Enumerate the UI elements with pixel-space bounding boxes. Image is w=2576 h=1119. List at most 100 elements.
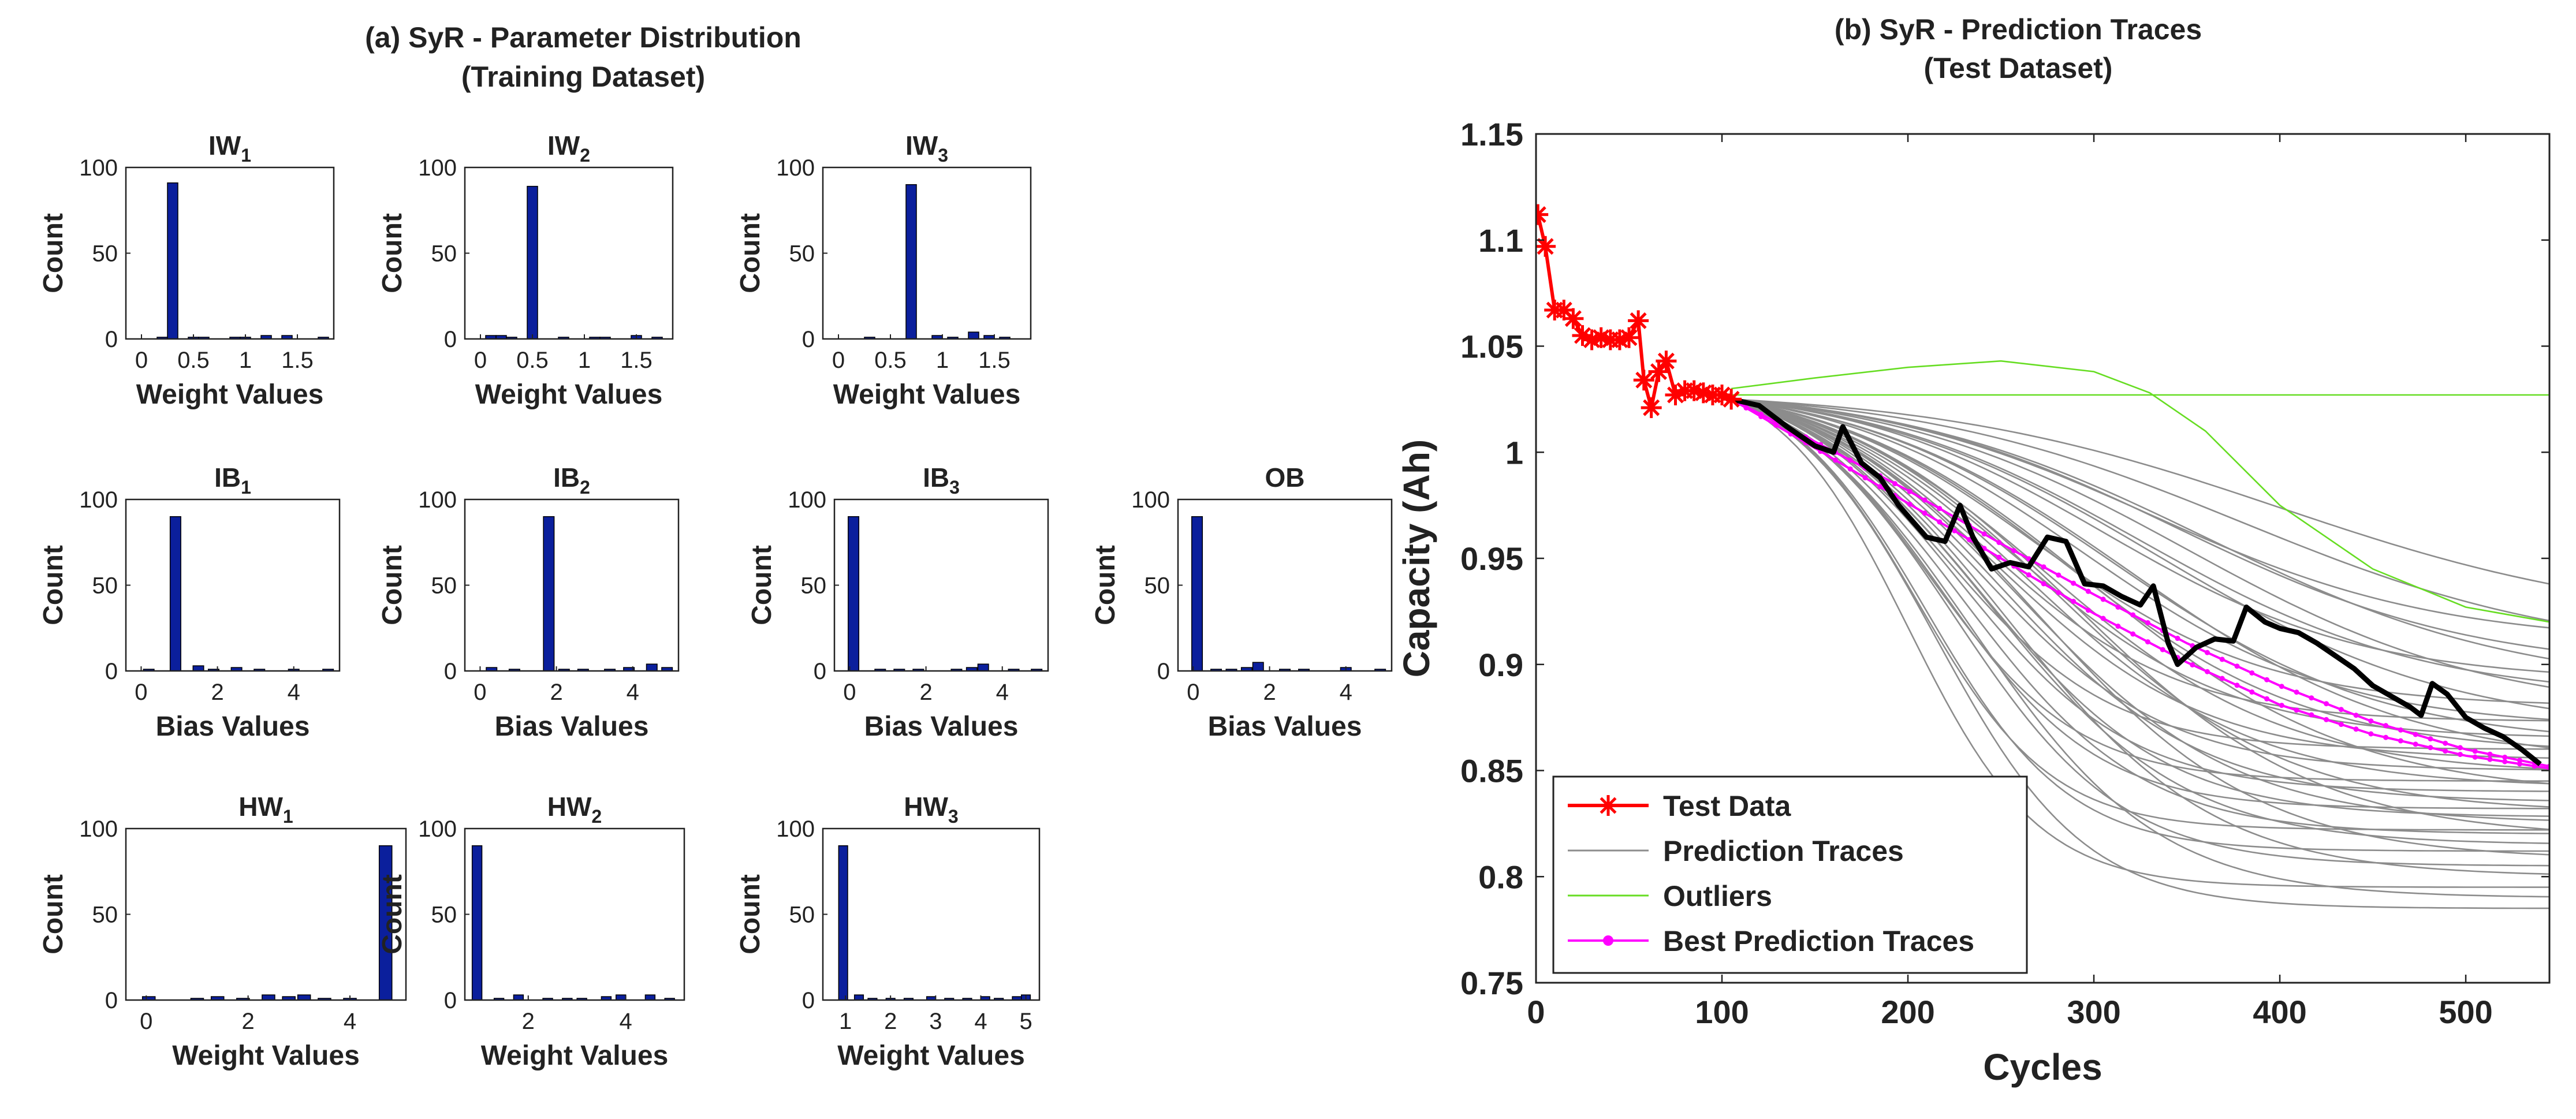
bar-IB1: [192, 665, 204, 672]
best-prediction-marker: [2204, 669, 2210, 674]
bar-HW3: [838, 845, 848, 1001]
subplot-title-IW3: IW3: [905, 130, 948, 166]
x-tick-label-HW2: 2: [522, 1009, 535, 1034]
x-axis-label-HW2: Weight Values: [481, 1040, 669, 1071]
best-prediction-marker: [1966, 537, 1972, 543]
prediction-trace: [1731, 398, 2549, 737]
subplot-title-subscript: 3: [949, 477, 960, 498]
subplot-title-subscript: 3: [938, 145, 948, 166]
y-axis-label-IB2: Count: [377, 545, 408, 625]
trace-y-axis-label: Capacity (Ah): [1396, 439, 1437, 678]
best-prediction-marker: [1907, 488, 1913, 494]
best-prediction-marker: [2249, 689, 2255, 695]
trace-y-tick-label: 1: [1505, 434, 1523, 471]
x-tick-label-OB: 4: [1340, 680, 1352, 705]
x-tick-label-IB3: 0: [843, 680, 856, 705]
y-tick-label-IB1: 100: [79, 487, 118, 513]
left-title-line2: (Training Dataset): [461, 61, 705, 93]
best-prediction-marker: [2175, 636, 2180, 641]
trace-y-tick-label: 0.8: [1478, 859, 1523, 895]
best-prediction-marker: [2457, 752, 2463, 758]
test-data-marker-stroke: [1574, 327, 1591, 344]
best-prediction-marker: [2145, 639, 2150, 645]
prediction-trace: [1731, 398, 2549, 898]
axes-box-IB1: [125, 498, 341, 672]
trace-x-tick-label: 200: [1881, 994, 1934, 1030]
legend-label: Prediction Traces: [1663, 835, 1904, 867]
prediction-trace: [1731, 398, 2549, 867]
x-tick-label-IB3: 2: [919, 680, 932, 705]
test-data-marker-stroke: [1593, 329, 1610, 346]
subplot-title-HW1: HW1: [238, 792, 293, 827]
y-tick-label-IW2: 50: [431, 241, 457, 267]
bar-IB3: [977, 663, 989, 672]
best-prediction-marker: [1773, 422, 1779, 428]
y-tick-label-IW3: 100: [776, 155, 815, 181]
x-tick-label-IW2: 1.5: [620, 348, 653, 373]
best-prediction-marker: [2398, 738, 2403, 744]
trace-y-tick-label: 1.05: [1460, 329, 1523, 365]
trace-x-tick-label: 100: [1695, 994, 1749, 1030]
y-axis-label-IB1: Count: [38, 545, 69, 625]
x-axis-label-HW3: Weight Values: [837, 1040, 1025, 1071]
trace-y-tick-label: 1.15: [1460, 116, 1523, 152]
test-data-marker-stroke: [1713, 386, 1731, 404]
test-data-marker-stroke: [1643, 399, 1660, 416]
prediction-trace: [1731, 398, 2549, 704]
bar-IW3: [905, 184, 917, 340]
x-tick-label-HW1: 2: [242, 1009, 255, 1034]
y-tick-label-IW2: 100: [418, 155, 457, 181]
axes-box-HW3: [822, 827, 1041, 1001]
legend-box: [1552, 775, 2028, 974]
legend: Test Data Prediction Traces Outliers Best P…: [1552, 775, 2028, 974]
y-tick-label-OB: 50: [1145, 573, 1170, 599]
x-tick-label-IB1: 2: [211, 680, 223, 705]
prediction-trace: [1731, 398, 2549, 683]
best-prediction-marker: [2115, 624, 2121, 629]
test-data-marker: [1648, 361, 1669, 382]
bar-OB: [1252, 662, 1264, 672]
x-axis-label-IW1: Weight Values: [136, 379, 324, 410]
axes-box-IW1: [125, 166, 335, 340]
trace-x-tick-label: 0: [1527, 994, 1545, 1030]
x-tick-label-IB2: 0: [474, 680, 486, 705]
test-data-marker-stroke: [1536, 206, 1546, 219]
y-tick-label-HW2: 0: [444, 988, 457, 1013]
trace-x-tick-label: 500: [2439, 994, 2492, 1030]
prediction-trace: [1731, 398, 2549, 810]
x-tick-label-IW3: 0.5: [874, 348, 907, 373]
best-prediction-marker: [2413, 741, 2418, 747]
y-tick-label-HW1: 100: [79, 816, 118, 842]
histogram-IB1: 0 2 4 0 50 100 IB1 Bias Values Count: [38, 462, 341, 742]
prediction-trace: [1731, 398, 2549, 785]
best-prediction-marker: [1996, 539, 2002, 545]
best-prediction-marker: [2190, 662, 2195, 667]
test-data-marker: [1619, 327, 1640, 348]
trace-chart: 0 100 200 300 400 500 0.75 0.8 0.85 0.9 0.95 1 1.05 1…: [1396, 116, 2551, 1088]
best-prediction-marker: [2472, 754, 2478, 760]
test-data-marker-stroke: [1650, 363, 1668, 381]
bar-IB1: [169, 516, 181, 672]
x-axis-label-HW1: Weight Values: [172, 1040, 360, 1071]
bar-IB3: [848, 516, 860, 672]
x-tick-label-IW1: 1.5: [281, 348, 314, 373]
y-tick-label-HW2: 100: [418, 816, 457, 842]
best-prediction-marker: [2502, 754, 2508, 760]
best-prediction-marker: [2517, 761, 2522, 767]
trace-x-tick-label: 400: [2253, 994, 2306, 1030]
best-prediction-marker: [2130, 631, 2136, 637]
x-tick-label-HW1: 4: [344, 1009, 356, 1034]
prediction-trace: [1731, 398, 2549, 629]
best-prediction-marker: [2085, 588, 2091, 594]
prediction-trace: [1731, 398, 2549, 688]
best-prediction-marker: [2413, 732, 2418, 737]
best-prediction-marker: [2338, 707, 2344, 713]
best-prediction-marker: [1877, 484, 1883, 490]
histogram-IW1: 0 0.5 1 1.5 0 50 100 IW1 Weight Values Count: [38, 130, 335, 410]
best-prediction-marker: [2100, 616, 2106, 621]
left-title-line1: (a) SyR - Parameter Distribution: [365, 21, 801, 54]
y-tick-label-IW1: 100: [79, 155, 118, 181]
test-data-marker: [1536, 236, 1556, 257]
best-prediction-marker: [2071, 599, 2077, 605]
